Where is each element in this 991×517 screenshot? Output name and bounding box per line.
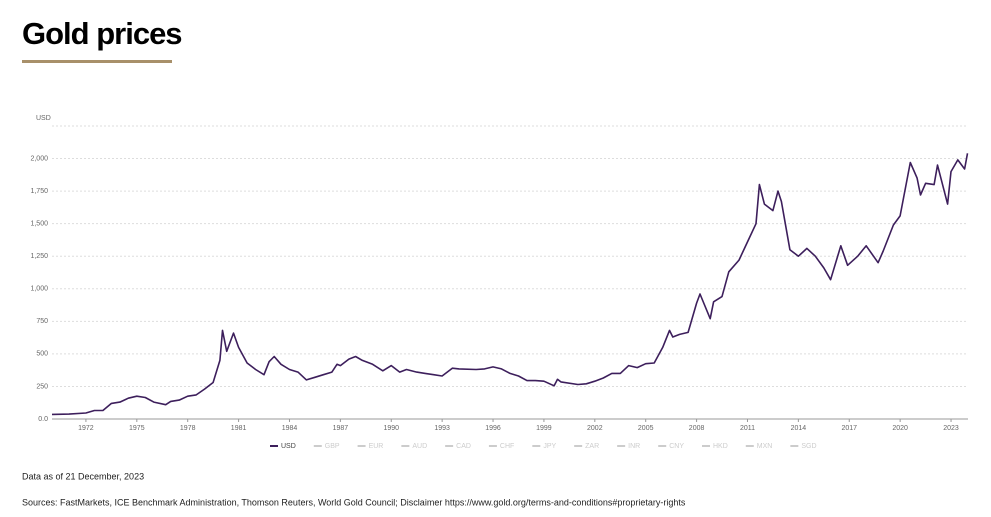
legend-label[interactable]: USD <box>281 443 296 450</box>
x-tick-label: 2011 <box>740 425 755 432</box>
x-tick-label: 1975 <box>129 425 145 432</box>
legend-label[interactable]: INR <box>628 443 640 450</box>
legend-label[interactable]: EUR <box>369 443 384 450</box>
x-tick-label: 1999 <box>536 425 552 432</box>
x-tick-label: 2008 <box>689 425 705 432</box>
x-tick-label: 2017 <box>841 425 857 432</box>
chart-title: Gold prices <box>22 16 182 51</box>
legend-label[interactable]: JPY <box>543 443 556 450</box>
x-tick-label: 2014 <box>791 425 807 432</box>
y-tick-label: 2,000 <box>30 155 48 162</box>
y-tick-label: 750 <box>36 318 48 325</box>
y-tick-label: 1,750 <box>30 188 48 195</box>
y-axis-label: USD <box>36 115 51 122</box>
x-tick-label: 2005 <box>638 425 654 432</box>
x-tick-label: 1984 <box>282 425 298 432</box>
title-underline <box>22 60 172 63</box>
x-tick-label: 1990 <box>383 425 399 432</box>
x-tick-label: 1993 <box>434 425 450 432</box>
x-tick-label: 1981 <box>231 425 247 432</box>
legend-label[interactable]: CAD <box>456 443 471 450</box>
legend-label[interactable]: GBP <box>325 443 340 450</box>
note: Data as of 21 December, 2023 <box>22 471 144 481</box>
legend-label[interactable]: CHF <box>500 443 514 450</box>
x-tick-label: 2020 <box>892 425 908 432</box>
y-tick-label: 1,000 <box>30 286 48 293</box>
x-tick-label: 1996 <box>485 425 501 432</box>
sources: Sources: FastMarkets, ICE Benchmark Admi… <box>22 497 686 507</box>
y-tick-label: 1,250 <box>30 253 48 260</box>
line <box>51 153 969 416</box>
legend-label[interactable]: HKD <box>713 443 728 450</box>
x-tick-label: 2023 <box>943 425 959 432</box>
y-tick-label: 500 <box>36 351 48 358</box>
x-tick-label: 2002 <box>587 425 603 432</box>
x-tick-label: 1972 <box>78 425 94 432</box>
y-tick-label: 250 <box>36 383 48 390</box>
y-tick-label: 0.0 <box>38 416 48 423</box>
legend-label[interactable]: AUD <box>412 443 427 450</box>
legend-label[interactable]: MXN <box>757 443 773 450</box>
x-tick-label: 1987 <box>333 425 349 432</box>
legend-label[interactable]: SGD <box>801 443 816 450</box>
legend-label[interactable]: ZAR <box>585 443 599 450</box>
y-tick-label: 1,500 <box>30 221 48 228</box>
legend-label[interactable]: CNY <box>669 443 684 450</box>
x-tick-label: 1978 <box>180 425 196 432</box>
